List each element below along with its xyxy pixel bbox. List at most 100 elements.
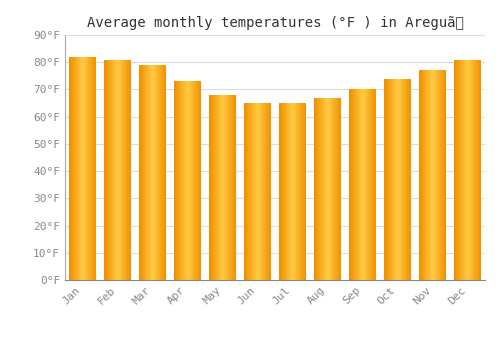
Bar <box>303 103 304 280</box>
Bar <box>372 90 373 280</box>
Bar <box>184 81 185 280</box>
Bar <box>294 103 295 280</box>
Bar <box>194 81 196 280</box>
Bar <box>253 103 254 280</box>
Bar <box>83 57 84 280</box>
Bar <box>74 57 76 280</box>
Bar <box>181 81 182 280</box>
Bar <box>93 57 94 280</box>
Bar <box>79 57 80 280</box>
Bar <box>140 65 141 280</box>
Bar <box>148 65 149 280</box>
Bar <box>392 78 393 280</box>
Bar <box>323 98 324 280</box>
Bar <box>293 103 294 280</box>
Bar <box>299 103 300 280</box>
Bar <box>373 90 374 280</box>
Bar <box>112 60 113 280</box>
Bar <box>318 98 319 280</box>
Bar <box>174 81 175 280</box>
Bar <box>460 60 461 280</box>
Bar <box>326 98 327 280</box>
Bar <box>120 60 121 280</box>
Bar <box>356 90 357 280</box>
Bar <box>161 65 162 280</box>
Bar <box>390 78 391 280</box>
Bar <box>470 60 471 280</box>
Bar <box>187 81 188 280</box>
Bar <box>316 98 317 280</box>
Bar <box>188 81 189 280</box>
Bar <box>235 95 236 280</box>
Bar <box>259 103 260 280</box>
Bar <box>282 103 284 280</box>
Bar <box>189 81 190 280</box>
Bar <box>252 103 253 280</box>
Bar <box>233 95 234 280</box>
Bar <box>288 103 289 280</box>
Bar <box>78 57 79 280</box>
Bar <box>287 103 288 280</box>
Bar <box>332 98 333 280</box>
Bar <box>198 81 200 280</box>
Bar <box>89 57 90 280</box>
Bar <box>304 103 305 280</box>
Bar <box>217 95 218 280</box>
Bar <box>114 60 115 280</box>
Bar <box>478 60 480 280</box>
Bar <box>439 70 440 280</box>
Bar <box>109 60 110 280</box>
Bar <box>428 70 429 280</box>
Bar <box>223 95 224 280</box>
Bar <box>445 70 446 280</box>
Bar <box>244 103 245 280</box>
Bar <box>436 70 437 280</box>
Bar <box>226 95 227 280</box>
Bar <box>473 60 474 280</box>
Bar <box>457 60 458 280</box>
Bar <box>86 57 87 280</box>
Bar <box>260 103 261 280</box>
Bar <box>108 60 109 280</box>
Bar <box>441 70 442 280</box>
Bar <box>350 90 352 280</box>
Bar <box>402 78 403 280</box>
Bar <box>430 70 431 280</box>
Bar <box>230 95 231 280</box>
Bar <box>225 95 226 280</box>
Bar <box>400 78 401 280</box>
Bar <box>289 103 290 280</box>
Bar <box>369 90 370 280</box>
Bar <box>77 57 78 280</box>
Bar <box>437 70 438 280</box>
Bar <box>366 90 367 280</box>
Bar <box>317 98 318 280</box>
Bar <box>257 103 258 280</box>
Bar <box>466 60 467 280</box>
Bar <box>218 95 219 280</box>
Bar <box>105 60 106 280</box>
Bar <box>164 65 165 280</box>
Bar <box>261 103 262 280</box>
Bar <box>219 95 220 280</box>
Bar <box>231 95 232 280</box>
Bar <box>178 81 179 280</box>
Bar <box>163 65 164 280</box>
Bar <box>280 103 281 280</box>
Bar <box>81 57 82 280</box>
Bar <box>330 98 331 280</box>
Bar <box>328 98 329 280</box>
Bar <box>222 95 223 280</box>
Bar <box>426 70 427 280</box>
Bar <box>160 65 161 280</box>
Bar <box>361 90 362 280</box>
Bar <box>406 78 408 280</box>
Bar <box>91 57 92 280</box>
Bar <box>286 103 287 280</box>
Bar <box>388 78 389 280</box>
Bar <box>397 78 398 280</box>
Bar <box>408 78 410 280</box>
Bar <box>95 57 96 280</box>
Bar <box>196 81 198 280</box>
Bar <box>367 90 368 280</box>
